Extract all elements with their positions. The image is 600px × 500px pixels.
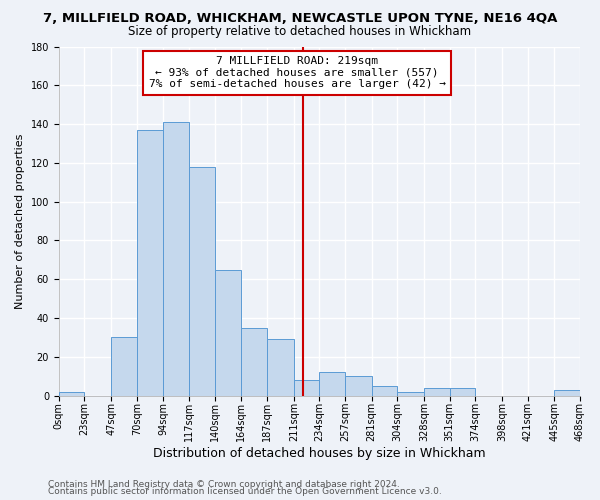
Text: Contains HM Land Registry data © Crown copyright and database right 2024.: Contains HM Land Registry data © Crown c… — [48, 480, 400, 489]
Bar — [111, 338, 137, 396]
Text: Contains public sector information licensed under the Open Government Licence v3: Contains public sector information licen… — [48, 487, 442, 496]
Bar — [163, 122, 189, 396]
Bar — [319, 372, 345, 396]
Bar — [59, 392, 85, 396]
Bar — [372, 386, 397, 396]
X-axis label: Distribution of detached houses by size in Whickham: Distribution of detached houses by size … — [153, 447, 486, 460]
Bar — [241, 328, 267, 396]
Bar — [215, 270, 241, 396]
Text: 7, MILLFIELD ROAD, WHICKHAM, NEWCASTLE UPON TYNE, NE16 4QA: 7, MILLFIELD ROAD, WHICKHAM, NEWCASTLE U… — [43, 12, 557, 26]
Bar — [424, 388, 449, 396]
Y-axis label: Number of detached properties: Number of detached properties — [15, 134, 25, 309]
Bar — [554, 390, 580, 396]
Bar — [345, 376, 372, 396]
Bar — [189, 167, 215, 396]
Bar — [449, 388, 475, 396]
Bar — [137, 130, 163, 396]
Bar — [397, 392, 424, 396]
Bar — [267, 340, 294, 396]
Text: 7 MILLFIELD ROAD: 219sqm
← 93% of detached houses are smaller (557)
7% of semi-d: 7 MILLFIELD ROAD: 219sqm ← 93% of detach… — [149, 56, 446, 90]
Text: Size of property relative to detached houses in Whickham: Size of property relative to detached ho… — [128, 25, 472, 38]
Bar — [294, 380, 319, 396]
